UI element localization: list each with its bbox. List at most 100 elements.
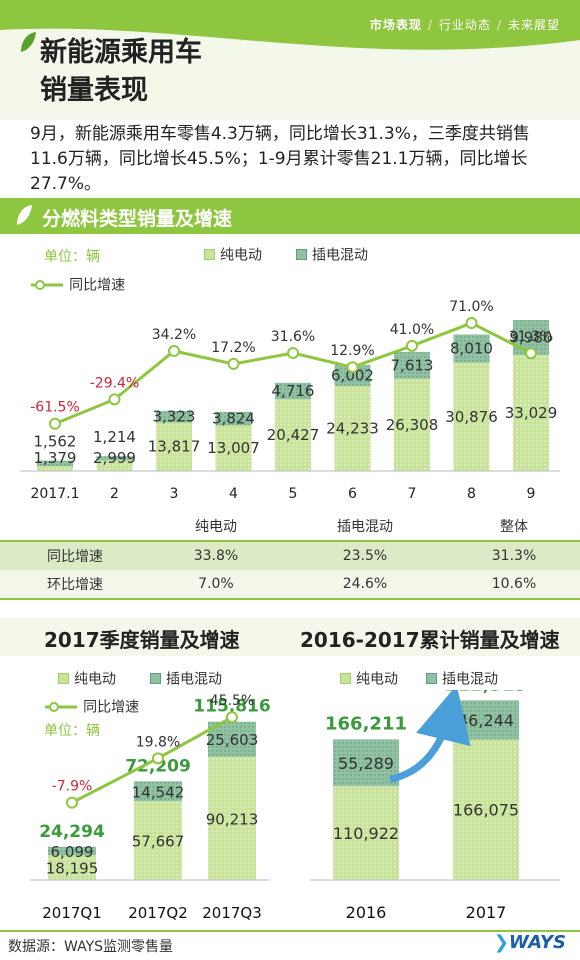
- bar-total-label: 24,294: [39, 822, 105, 842]
- bar-phev: [37, 460, 73, 467]
- bar-ev: [37, 466, 73, 471]
- bar-ev: [275, 399, 311, 471]
- unit-label: 单位：辆: [44, 249, 100, 265]
- page-title: 新能源乘用车 销量表现: [40, 34, 202, 110]
- unit-label: 单位：辆: [44, 723, 100, 739]
- table-cell: 24.6%: [281, 570, 449, 600]
- bar-label-phev: 46,244: [458, 711, 514, 730]
- x-tick-label: 2016: [346, 903, 387, 922]
- table-cell: 31.3%: [448, 541, 580, 570]
- bar-label-phev: 6,002: [331, 366, 374, 384]
- legend-phev: 插电混动: [150, 668, 222, 689]
- bar-label-ev: 30,876: [445, 408, 498, 426]
- bar-label-ev: 13,007: [207, 439, 260, 457]
- nav-separator: /: [427, 18, 433, 32]
- bar-phev: [334, 364, 371, 386]
- growth-point: [465, 317, 478, 330]
- nav-item-outlook[interactable]: 未来展望: [507, 18, 560, 32]
- x-tick-label: 9: [527, 486, 536, 502]
- section-band-monthly: 分燃料类型销量及增速: [0, 198, 580, 234]
- header-background: [0, 0, 580, 120]
- bar-ev: [134, 801, 182, 880]
- bar-label-ev: 26,308: [386, 416, 439, 434]
- bar-total-label: 166,211: [325, 713, 407, 734]
- bar-ev: [513, 355, 549, 471]
- table-header-cell: [0, 512, 150, 542]
- growth-point: [525, 347, 537, 360]
- leaf-icon: [21, 32, 36, 52]
- bar-label-ev: 33,029: [505, 404, 558, 422]
- leaf-icon: [17, 205, 32, 225]
- bar-label-ev: 2,999: [93, 449, 136, 467]
- table-row: 环比增速 7.0% 24.6% 10.6%: [0, 570, 580, 600]
- growth-point: [108, 393, 121, 406]
- monthly-chart: 1,3791,5622017.12,9991,214213,8173,32331…: [20, 299, 560, 502]
- top-nav: 市场表现 / 行业动态 / 未来展望: [370, 16, 560, 33]
- bar-ev: [215, 425, 252, 471]
- bar-ev: [453, 362, 490, 471]
- bar-label-ev: 90,213: [206, 810, 259, 828]
- x-tick-label: 2017: [466, 903, 507, 922]
- bar-total-label: 72,209: [125, 756, 191, 776]
- section-title-monthly: 分燃料类型销量及增速: [42, 208, 233, 230]
- x-tick-label: 2: [110, 486, 119, 502]
- legend-growth-line-icon: [45, 701, 77, 712]
- cumulative-chart: 110,922 55,289 166,211 2016 166,075 46,244 212…: [310, 690, 560, 922]
- legend-phev: 插电混动: [426, 668, 498, 689]
- bar-label-phev: 1,562: [34, 433, 77, 451]
- bar-label-phev: 9,980: [510, 329, 553, 347]
- growth-point: [227, 357, 240, 370]
- growth-label: 12.9%: [330, 343, 374, 359]
- bar-phev: [48, 846, 96, 856]
- logo-mark-icon: ❯: [493, 932, 509, 953]
- nav-item-industry[interactable]: 行业动态: [438, 18, 491, 32]
- bar-ev: [334, 385, 371, 471]
- section-title-cumulative: 2016-2017累计销量及增速: [300, 628, 560, 652]
- page-header: 市场表现 / 行业动态 / 未来展望 新能源乘用车 销量表现: [0, 0, 580, 120]
- growth-point: [226, 711, 238, 724]
- bar-label-ev: 166,075: [453, 801, 519, 820]
- bar-label-phev: 14,542: [132, 783, 185, 801]
- bar-phev: [333, 739, 399, 787]
- growth-label: 31.3%: [509, 329, 553, 345]
- table-header-cell: 插电混动: [281, 512, 449, 542]
- bar-total-label: 212,319: [445, 690, 527, 695]
- bar-total-label: 115,816: [193, 697, 270, 717]
- growth-label: 19.8%: [136, 734, 180, 750]
- legend-swatch-phev: [426, 673, 437, 684]
- bar-phev: [134, 781, 182, 802]
- page-title-line2: 销量表现: [40, 75, 148, 106]
- growth-label: -61.5%: [30, 400, 80, 416]
- bar-label-ev: 18,195: [46, 860, 99, 878]
- x-tick-label: 5: [289, 486, 298, 502]
- bar-label-ev: 57,667: [132, 833, 185, 851]
- bar-phev: [275, 382, 311, 400]
- growth-point: [287, 346, 299, 359]
- bar-phev: [156, 410, 192, 423]
- bar-label-phev: 55,289: [338, 754, 394, 773]
- nav-separator: /: [496, 18, 502, 32]
- bar-ev: [394, 378, 430, 471]
- nav-item-market[interactable]: 市场表现: [369, 18, 422, 32]
- growth-label: -7.9%: [52, 779, 93, 795]
- growth-point: [49, 417, 61, 430]
- bar-ev: [156, 422, 192, 471]
- table-header-cell: 纯电动: [150, 512, 282, 542]
- bar-label-phev: 7,613: [391, 356, 434, 374]
- growth-point: [152, 752, 164, 765]
- growth-label: 41.0%: [390, 322, 434, 338]
- bar-label-phev: 8,010: [450, 340, 493, 358]
- section-band-lower: [0, 618, 580, 656]
- growth-label: 71.0%: [449, 299, 493, 315]
- bar-label-phev: 6,099: [51, 843, 94, 861]
- bar-phev: [394, 351, 430, 379]
- footer-rule: [0, 930, 580, 932]
- table-cell: 33.8%: [150, 541, 282, 570]
- bar-label-phev: 3,824: [212, 410, 255, 428]
- bar-phev: [453, 334, 490, 363]
- growth-rate-table: 纯电动 插电混动 整体 同比增速 33.8% 23.5% 31.3% 环比增速 …: [0, 512, 580, 600]
- intro-text: 9月，新能源乘用车零售4.3万辆，同比增长31.3%，三季度共销售11.6万辆，…: [30, 124, 530, 194]
- x-tick-label: 7: [408, 486, 417, 502]
- legend-phev: 插电混动: [296, 244, 368, 265]
